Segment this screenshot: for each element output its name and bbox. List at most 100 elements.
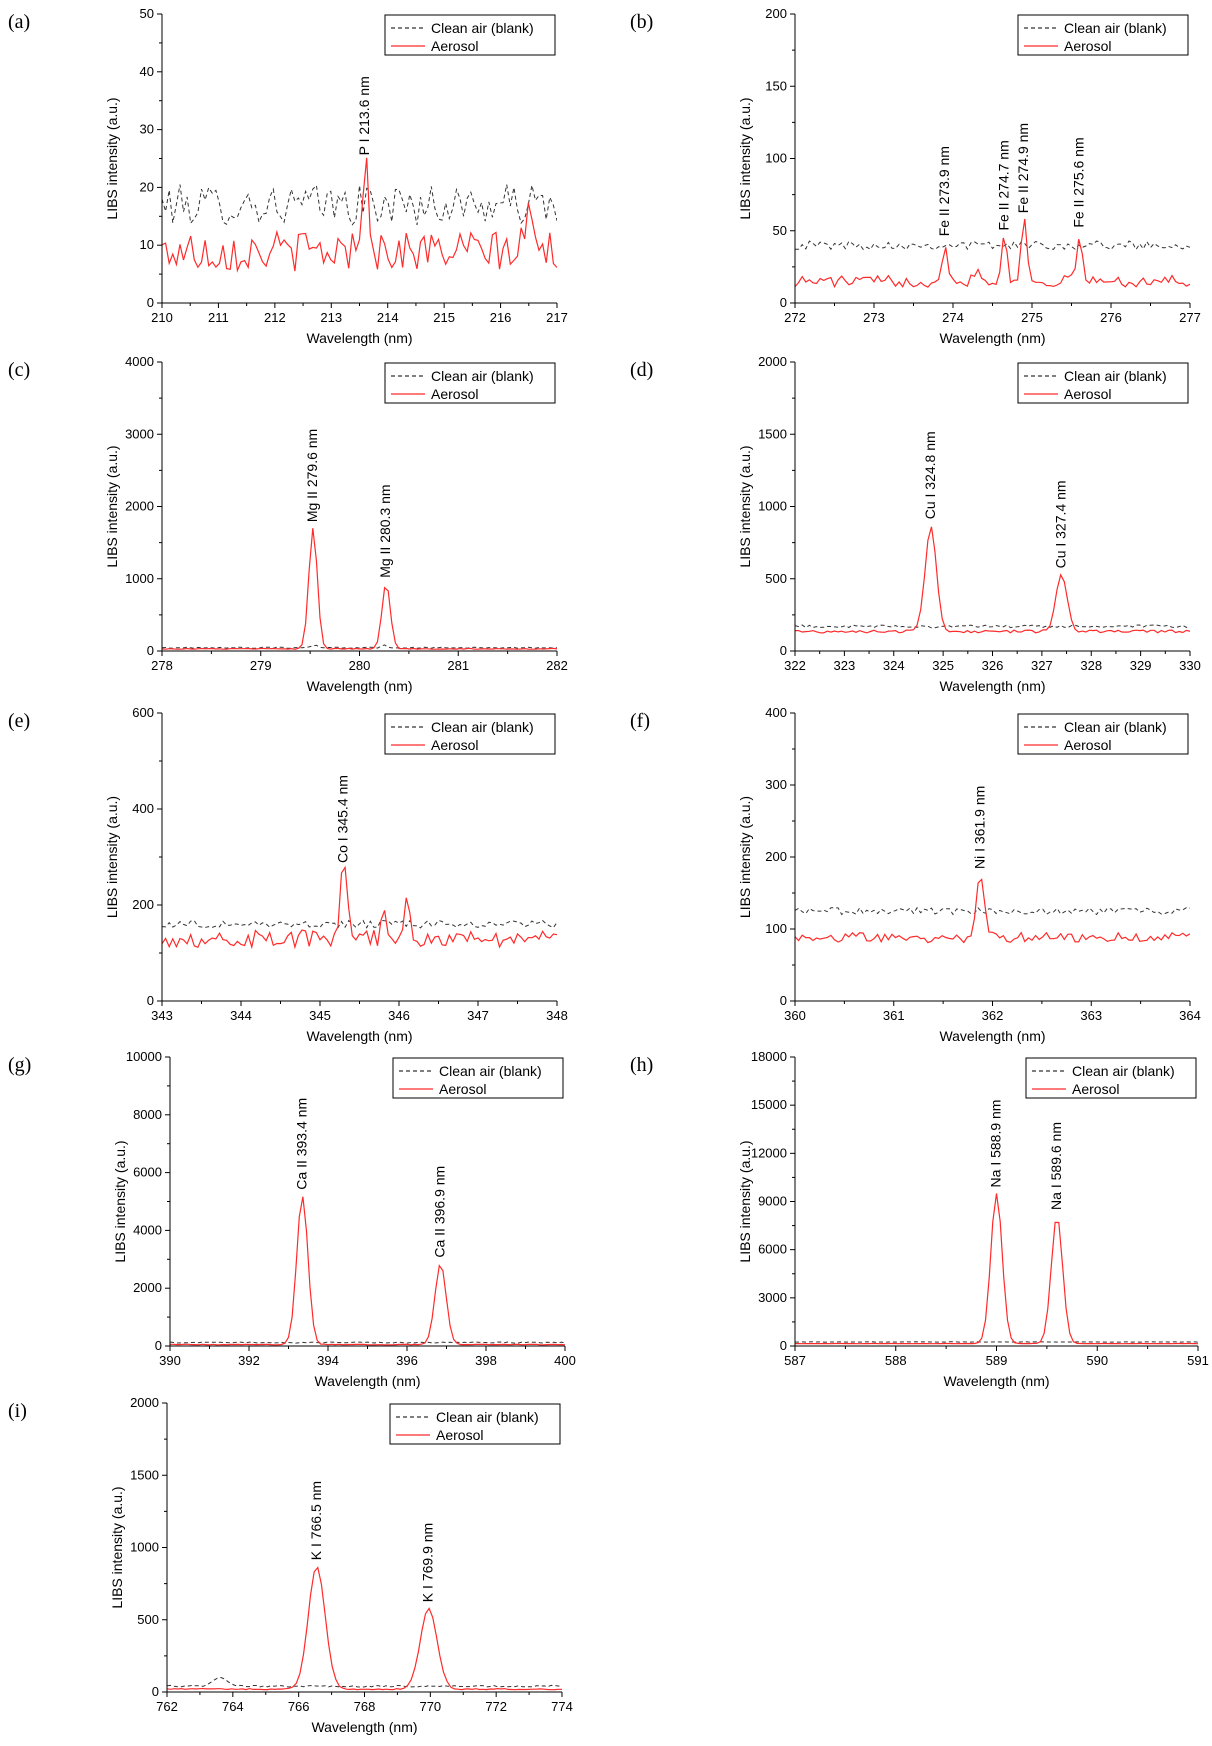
x-tick-label: 212 xyxy=(264,310,286,325)
y-axis-title: LIBS intensity (a.u.) xyxy=(737,445,753,567)
x-tick-label: 215 xyxy=(433,310,455,325)
x-tick-label: 276 xyxy=(1100,310,1122,325)
chart-panel-g: (g)390 392 394 396 398 4000200040006000800010… xyxy=(8,1049,576,1389)
legend-label: Clean air (blank) xyxy=(436,1409,539,1425)
y-tick-label: 1000 xyxy=(125,571,154,586)
x-tick-label: 323 xyxy=(834,658,856,673)
peak-label: Cu I 324.8 nm xyxy=(922,431,938,519)
x-tick-label: 396 xyxy=(396,1353,418,1368)
y-axis-title: LIBS intensity (a.u.) xyxy=(737,1140,753,1262)
chart-panel-b: (b) 272 273 274 275 276 277 0 50 100 150 200 Wavelen… xyxy=(630,6,1201,346)
y-tick-label: 3000 xyxy=(758,1290,787,1305)
legend-label: Aerosol xyxy=(1064,737,1111,753)
legend-label: Clean air (blank) xyxy=(431,719,534,735)
series-line-clean-air xyxy=(795,624,1190,629)
legend-label: Aerosol xyxy=(431,386,478,402)
y-tick-label: 8000 xyxy=(133,1107,162,1122)
x-tick-label: 774 xyxy=(551,1699,573,1714)
peak-label: Fe II 273.9 nm xyxy=(936,146,952,236)
x-tick-label: 328 xyxy=(1080,658,1102,673)
y-tick-label: 20 xyxy=(140,179,154,194)
legend-label: Clean air (blank) xyxy=(439,1063,542,1079)
panel-letter: (f) xyxy=(630,710,650,732)
x-tick-label: 277 xyxy=(1179,310,1201,325)
x-tick-label: 344 xyxy=(230,1008,252,1023)
y-tick-label: 10 xyxy=(140,237,154,252)
legend: Clean air (blank) Aerosol xyxy=(1017,362,1189,404)
y-axis-title: LIBS intensity (a.u.) xyxy=(104,445,120,567)
x-tick-label: 768 xyxy=(354,1699,376,1714)
peak-label: P I 213.6 nm xyxy=(356,76,372,155)
x-tick-label: 362 xyxy=(982,1008,1004,1023)
y-tick-label: 30 xyxy=(140,122,154,137)
legend: Clean air (blank) Aerosol xyxy=(384,713,556,755)
x-tick-label: 588 xyxy=(885,1353,907,1368)
y-tick-label: 4000 xyxy=(133,1222,162,1237)
y-axis-title: LIBS intensity (a.u.) xyxy=(104,796,120,918)
series-line-clean-air xyxy=(167,1676,562,1688)
legend-label: Aerosol xyxy=(1064,38,1111,54)
x-tick-label: 329 xyxy=(1130,658,1152,673)
legend: Clean air (blank) Aerosol xyxy=(384,14,556,56)
x-axis-title: Wavelength (nm) xyxy=(943,1373,1049,1389)
y-tick-label: 50 xyxy=(773,223,787,238)
y-tick-label: 2000 xyxy=(130,1395,159,1410)
peak-label: Ca II 396.9 nm xyxy=(432,1166,448,1258)
x-tick-label: 275 xyxy=(1021,310,1043,325)
y-tick-label: 150 xyxy=(765,78,787,93)
y-tick-label: 400 xyxy=(765,705,787,720)
x-tick-label: 324 xyxy=(883,658,905,673)
x-tick-label: 400 xyxy=(554,1353,576,1368)
peak-label: Ni I 361.9 nm xyxy=(972,786,988,869)
x-tick-label: 216 xyxy=(490,310,512,325)
x-tick-label: 390 xyxy=(159,1353,181,1368)
series-line-aerosol xyxy=(167,1566,562,1691)
x-tick-label: 770 xyxy=(419,1699,441,1714)
y-tick-label: 6000 xyxy=(133,1165,162,1180)
x-tick-label: 363 xyxy=(1080,1008,1102,1023)
y-tick-label: 1500 xyxy=(130,1467,159,1482)
series-line-aerosol xyxy=(162,528,557,650)
x-tick-label: 346 xyxy=(388,1008,410,1023)
x-tick-label: 280 xyxy=(349,658,371,673)
x-tick-label: 278 xyxy=(151,658,173,673)
legend-label: Aerosol xyxy=(439,1081,486,1097)
legend-label: Aerosol xyxy=(1072,1081,1119,1097)
legend: Clean air (blank) Aerosol xyxy=(392,1057,564,1099)
y-tick-label: 200 xyxy=(132,897,154,912)
y-tick-label: 4000 xyxy=(125,354,154,369)
x-axis-title: Wavelength (nm) xyxy=(306,330,412,346)
panel-letter: (a) xyxy=(8,11,30,33)
x-tick-label: 348 xyxy=(546,1008,568,1023)
peak-label: Cu I 327.4 nm xyxy=(1053,480,1069,568)
peak-label: Mg II 280.3 nm xyxy=(377,484,393,577)
peak-label: Co I 345.4 nm xyxy=(335,775,351,863)
y-tick-label: 1500 xyxy=(758,426,787,441)
y-tick-label: 100 xyxy=(765,921,787,936)
y-tick-label: 0 xyxy=(780,295,787,310)
x-tick-label: 343 xyxy=(151,1008,173,1023)
peak-label: Fe II 274.9 nm xyxy=(1015,123,1031,213)
y-tick-label: 15000 xyxy=(751,1097,787,1112)
chart-panel-e: (e) 343 344 345 346 347 348 0 200 400 600 Wavelengt… xyxy=(8,705,568,1044)
x-tick-label: 591 xyxy=(1187,1353,1209,1368)
panel-letter: (g) xyxy=(8,1054,31,1076)
series-line-clean-air xyxy=(795,240,1190,251)
panel-letter: (i) xyxy=(8,1400,27,1422)
panel-letter: (b) xyxy=(630,11,653,33)
y-tick-label: 0 xyxy=(152,1684,159,1699)
y-axis-title: LIBS intensity (a.u.) xyxy=(112,1140,128,1262)
x-axis-title: Wavelength (nm) xyxy=(939,678,1045,694)
legend-label: Clean air (blank) xyxy=(1064,368,1167,384)
y-tick-label: 50 xyxy=(140,6,154,21)
x-tick-label: 394 xyxy=(317,1353,339,1368)
y-tick-label: 0 xyxy=(780,993,787,1008)
y-tick-label: 200 xyxy=(765,849,787,864)
x-tick-label: 762 xyxy=(156,1699,178,1714)
chart-panel-f: (f) 360 361 362 363 364 0 100 200 300 400 Wavelengt… xyxy=(630,705,1201,1044)
y-tick-label: 2000 xyxy=(125,499,154,514)
series-line-clean-air xyxy=(162,644,557,649)
x-axis-title: Wavelength (nm) xyxy=(306,678,412,694)
x-axis-title: Wavelength (nm) xyxy=(311,1719,417,1735)
legend-label: Clean air (blank) xyxy=(1072,1063,1175,1079)
